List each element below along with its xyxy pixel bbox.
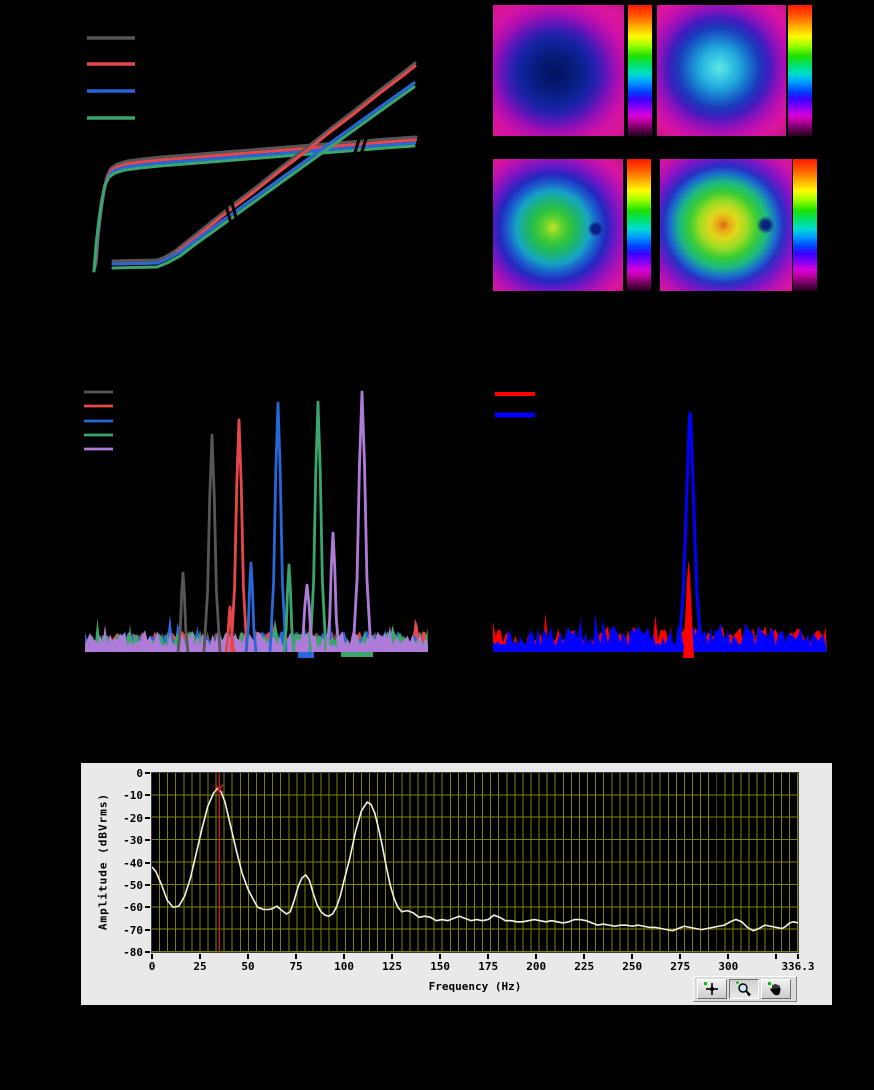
axis-break-mark bbox=[353, 133, 370, 153]
x-tick-label: 225 bbox=[574, 960, 595, 973]
x-tick-mark bbox=[247, 954, 250, 959]
y-tick-label: -50 bbox=[123, 878, 143, 892]
panel-a-series-rising_slow-blue bbox=[111, 81, 416, 266]
spectrum-peak-gray bbox=[202, 433, 222, 653]
y-tick-label: -80 bbox=[123, 946, 143, 959]
spectrum-peak-green bbox=[282, 563, 296, 653]
spectrum-trace-svg bbox=[152, 773, 798, 952]
noise-floor-purple bbox=[85, 624, 428, 652]
x-tick-label: 275 bbox=[670, 960, 691, 973]
cursor-marker[interactable] bbox=[214, 784, 224, 794]
panel-a-series-rising_slow-green bbox=[111, 85, 416, 270]
panel-a-line-chart bbox=[87, 36, 418, 273]
magnifier-icon bbox=[736, 981, 751, 997]
x-tick-label: 150 bbox=[430, 960, 451, 973]
colorbar-4 bbox=[793, 159, 817, 291]
spectrum-peak-purple bbox=[325, 531, 341, 653]
beam-profile-image-1 bbox=[493, 5, 624, 136]
y-tick-mark bbox=[145, 906, 150, 909]
zoom-tool-button[interactable] bbox=[729, 979, 759, 999]
x-tick-mark bbox=[151, 954, 153, 959]
x-tick-mark bbox=[679, 954, 682, 959]
x-tick-mark bbox=[797, 954, 799, 959]
x-tick-label: 300 bbox=[718, 960, 739, 973]
panel-d-spectrum-chart bbox=[493, 392, 827, 658]
spectrum-peak-purple bbox=[298, 583, 316, 653]
panel-a-series-rising_fast-gray bbox=[111, 61, 417, 263]
colorbar-2 bbox=[788, 5, 812, 136]
y-tick-mark bbox=[145, 951, 150, 953]
y-tick-label: 0 bbox=[136, 767, 143, 780]
y-tick-label: -10 bbox=[123, 789, 143, 803]
pan-tool-button[interactable] bbox=[761, 979, 791, 999]
spectrum-peak-blue bbox=[244, 561, 258, 653]
x-tick-label: 336.3 bbox=[781, 960, 815, 973]
spectrum-trace bbox=[152, 787, 798, 932]
graph-toolbar bbox=[693, 976, 797, 1002]
x-tick-mark bbox=[343, 954, 346, 959]
y-tick-mark bbox=[145, 861, 150, 864]
y-tick-mark bbox=[145, 839, 150, 842]
y-tick-mark bbox=[145, 883, 150, 886]
y-tick-label: -30 bbox=[123, 834, 143, 848]
x-tick-mark bbox=[439, 954, 442, 959]
crosshair-icon bbox=[704, 982, 718, 995]
x-axis-title: Frequency (Hz) bbox=[428, 980, 522, 993]
panel-c-spectrum-chart bbox=[84, 390, 428, 658]
spectrum-peak-red-filled bbox=[683, 560, 694, 658]
noise-underblock-green bbox=[341, 652, 373, 657]
axis-break-mark bbox=[223, 196, 238, 224]
x-tick-label: 125 bbox=[382, 960, 403, 973]
spectrum-peak-red bbox=[229, 418, 249, 653]
x-tick-label: 75 bbox=[289, 960, 303, 973]
beam-profile-image-4 bbox=[660, 159, 792, 291]
x-tick-label: 250 bbox=[622, 960, 643, 973]
cursor-tool-button[interactable] bbox=[697, 979, 727, 999]
y-tick-label: -40 bbox=[123, 856, 143, 870]
x-tick-mark bbox=[631, 954, 634, 959]
colorbar-1 bbox=[628, 5, 652, 136]
spectrum-peak-purple bbox=[351, 390, 373, 653]
x-tick-label: 50 bbox=[241, 960, 255, 973]
y-tick-mark bbox=[145, 794, 150, 797]
spectrum-plot-area[interactable] bbox=[151, 772, 799, 953]
noise-underblock-blue bbox=[298, 652, 314, 658]
x-tick-mark bbox=[295, 954, 298, 959]
x-tick-mark bbox=[487, 954, 490, 959]
spectrum-peak-blue bbox=[674, 411, 706, 653]
beam-profile-image-2 bbox=[657, 5, 786, 136]
noise-floor-blue2 bbox=[493, 613, 827, 652]
colorbar-3 bbox=[627, 159, 651, 291]
y-tick-mark bbox=[145, 772, 150, 774]
x-tick-mark bbox=[727, 954, 730, 959]
y-tick-label: -70 bbox=[123, 923, 143, 937]
spectrum-peak-green bbox=[308, 400, 328, 653]
x-tick-mark bbox=[775, 954, 778, 959]
panel-a-series-saturating-green bbox=[92, 144, 416, 273]
x-tick-mark bbox=[199, 954, 202, 959]
x-tick-label: 0 bbox=[148, 960, 156, 973]
x-tick-label: 25 bbox=[193, 960, 207, 973]
hand-icon bbox=[768, 982, 781, 996]
x-tick-mark bbox=[535, 954, 538, 959]
x-tick-mark bbox=[391, 954, 394, 959]
x-tick-label: 100 bbox=[334, 960, 355, 973]
y-tick-mark bbox=[145, 928, 150, 931]
spectrum-peak-gray bbox=[176, 571, 190, 653]
beam-profile-image-3 bbox=[493, 159, 623, 291]
x-tick-label: 200 bbox=[526, 960, 547, 973]
x-tick-label: 175 bbox=[478, 960, 499, 973]
x-tick-mark bbox=[583, 954, 586, 959]
frequency-spectrum-panel: Amplitude (dBVrms) 0 -10 -20 -30 -40 -50 -60 -7… bbox=[81, 763, 832, 1005]
y-tick-label: -20 bbox=[123, 811, 143, 825]
y-tick-label: -60 bbox=[123, 901, 143, 915]
y-tick-mark bbox=[145, 816, 150, 819]
spectrum-peak-blue bbox=[268, 401, 288, 653]
